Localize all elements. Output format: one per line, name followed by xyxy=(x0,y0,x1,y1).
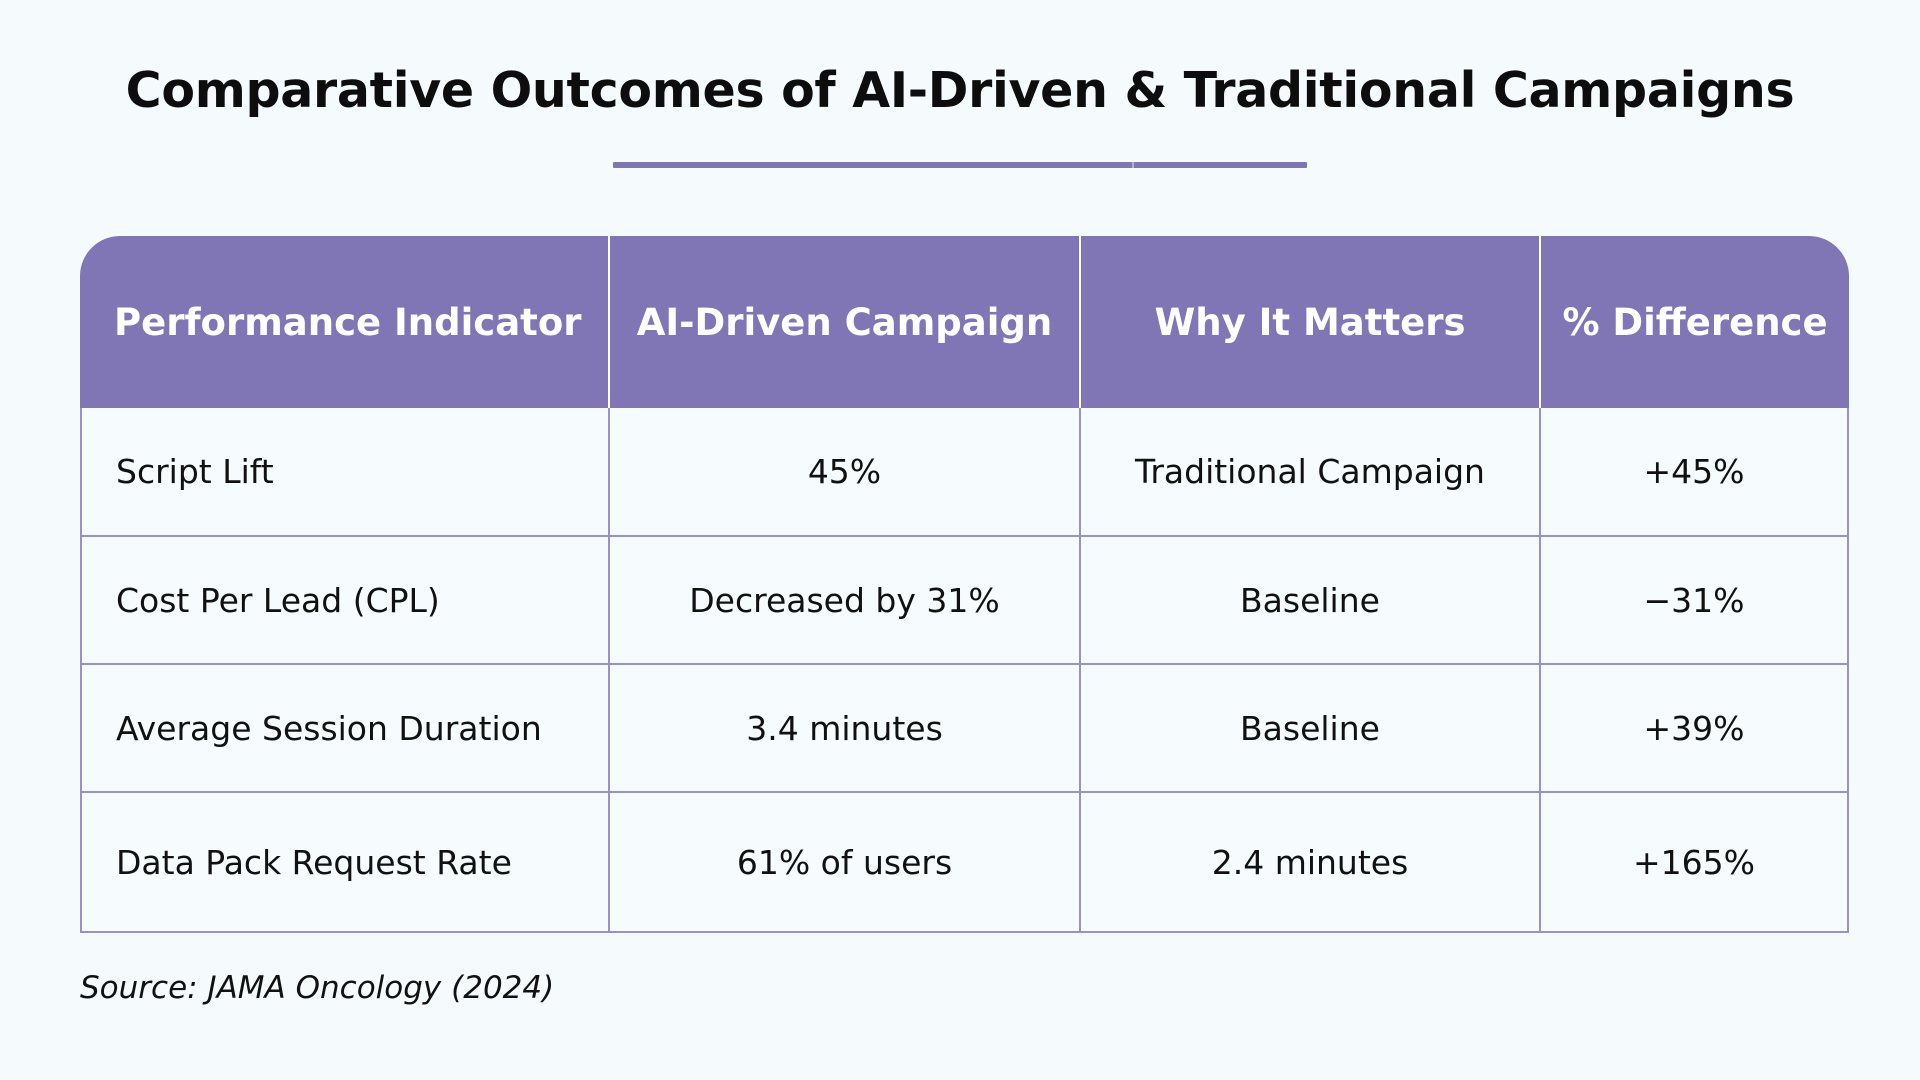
comparison-table-container: Performance Indicator AI-Driven Campaign… xyxy=(80,236,1849,933)
title-underline xyxy=(613,162,1307,168)
table-cell: Baseline xyxy=(1079,537,1539,665)
table-cell: 3.4 minutes xyxy=(608,665,1079,793)
source-note: Source: JAMA Oncology (2024) xyxy=(80,970,555,1006)
table-row: Cost Per Lead (CPL) Decreased by 31% Bas… xyxy=(80,537,1849,665)
table-cell: +39% xyxy=(1539,665,1849,793)
table-cell: −31% xyxy=(1539,537,1849,665)
table-cell: Average Session Duration xyxy=(80,665,608,793)
column-header: AI-Driven Campaign xyxy=(608,236,1079,408)
column-header: Performance Indicator xyxy=(80,236,608,408)
comparison-table: Performance Indicator AI-Driven Campaign… xyxy=(80,236,1849,933)
table-cell: 2.4 minutes xyxy=(1079,793,1539,933)
table-cell: Baseline xyxy=(1079,665,1539,793)
table-cell: 45% xyxy=(608,408,1079,537)
title-underline-divider xyxy=(1132,162,1134,168)
column-header: Why It Matters xyxy=(1079,236,1539,408)
table-cell: Traditional Campaign xyxy=(1079,408,1539,537)
table-cell: Data Pack Request Rate xyxy=(80,793,608,933)
table-cell: Decreased by 31% xyxy=(608,537,1079,665)
table-cell: Script Lift xyxy=(80,408,608,537)
table-row: Average Session Duration 3.4 minutes Bas… xyxy=(80,665,1849,793)
table-cell: Cost Per Lead (CPL) xyxy=(80,537,608,665)
table-cell: 61% of users xyxy=(608,793,1079,933)
table-cell: +45% xyxy=(1539,408,1849,537)
table-row: Script Lift 45% Traditional Campaign +45… xyxy=(80,408,1849,537)
page-title: Comparative Outcomes of AI-Driven & Trad… xyxy=(125,62,1795,119)
table-header-row: Performance Indicator AI-Driven Campaign… xyxy=(80,236,1849,408)
table-cell: +165% xyxy=(1539,793,1849,933)
table-row: Data Pack Request Rate 61% of users 2.4 … xyxy=(80,793,1849,933)
column-header: % Difference xyxy=(1539,236,1849,408)
